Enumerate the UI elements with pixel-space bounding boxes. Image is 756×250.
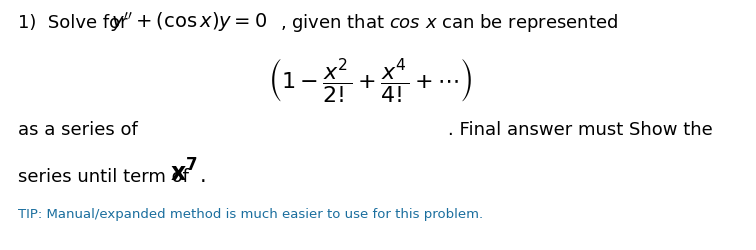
Text: series until term of: series until term of xyxy=(18,168,194,186)
Text: $\left(1 - \dfrac{x^2}{2!} + \dfrac{x^4}{4!} + \cdots\right)$: $\left(1 - \dfrac{x^2}{2!} + \dfrac{x^4}… xyxy=(268,56,472,104)
Text: , given that $\mathit{cos}\ \mathit{x}$ can be represented: , given that $\mathit{cos}\ \mathit{x}$ … xyxy=(280,12,618,34)
Text: TIP: Manual/expanded method is much easier to use for this problem.: TIP: Manual/expanded method is much easi… xyxy=(18,208,483,221)
Text: $\mathbf{x}^{\mathbf{7}}$: $\mathbf{x}^{\mathbf{7}}$ xyxy=(170,160,198,187)
Text: .: . xyxy=(200,166,206,186)
Text: $y'' + (\cos x)y = 0$: $y'' + (\cos x)y = 0$ xyxy=(111,10,267,34)
Text: as a series of: as a series of xyxy=(18,121,138,139)
Text: 1)  Solve for: 1) Solve for xyxy=(18,14,133,32)
Text: . Final answer must Show the: . Final answer must Show the xyxy=(448,121,713,139)
